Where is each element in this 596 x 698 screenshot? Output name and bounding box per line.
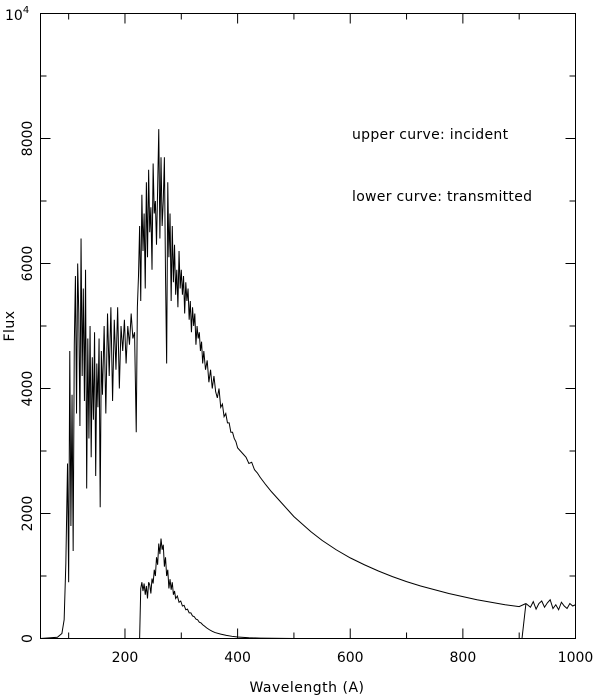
incident-curve — [40, 129, 527, 639]
y-tick-label-4000: 4000 — [20, 371, 36, 407]
y-tick-label-6000: 6000 — [20, 246, 36, 282]
y-axis-label: Flux — [2, 310, 18, 341]
plot-frame — [40, 13, 576, 639]
series-group — [40, 129, 576, 639]
y-top-label: 104 — [5, 5, 29, 24]
connector-line — [521, 603, 527, 639]
x-tick-label-1000: 1000 — [558, 650, 594, 666]
incident-curve-tail — [525, 598, 576, 611]
x-tick-label-800: 800 — [450, 650, 477, 666]
x-axis-label: Wavelength (A) — [249, 680, 364, 696]
annotation-incident: upper curve: incident — [352, 127, 509, 143]
y-tick-label-8000: 8000 — [20, 121, 36, 157]
annotation-transmitted: lower curve: transmitted — [352, 189, 532, 205]
x-tick-label-200: 200 — [112, 650, 139, 666]
y-tick-label-0: 0 — [20, 634, 36, 643]
transmitted-curve — [40, 538, 522, 639]
x-tick-label-600: 600 — [337, 650, 364, 666]
tick-labels: 200 400 600 800 1000 0 2000 4000 6000 8000 — [20, 121, 593, 666]
x-tick-label-400: 400 — [224, 650, 251, 666]
y-tick-label-2000: 2000 — [20, 496, 36, 532]
